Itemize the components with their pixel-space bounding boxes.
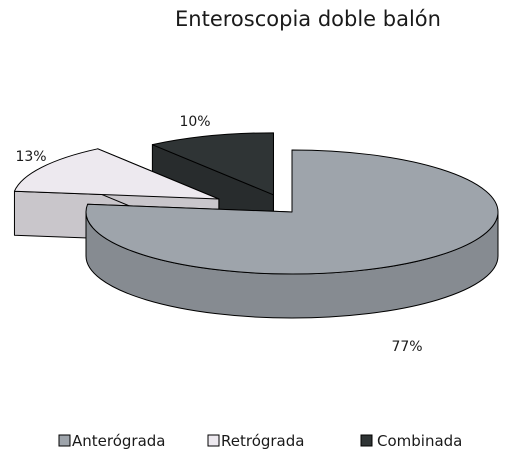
legend-swatch-combinada [360, 434, 373, 447]
pie-slice-anterograda [85, 149, 499, 319]
legend-item-anterograda: Anterógrada [58, 432, 166, 450]
legend-item-combinada: Combinada [360, 432, 462, 450]
legend-label-anterograda: Anterógrada [72, 432, 166, 450]
legend: Anterógrada Retrógrada Combinada [58, 432, 462, 450]
legend-swatch-anterograda [58, 434, 71, 447]
pie-slices [13, 132, 499, 319]
slice-label-anterograda: 77% [391, 339, 422, 355]
pie-slice-top-combinada [151, 132, 274, 196]
legend-label-combinada: Combinada [377, 432, 462, 450]
legend-item-retrograda: Retrógrada [207, 432, 304, 450]
slice-label-retrograda: 13% [15, 149, 46, 165]
legend-swatch-retrograda [207, 434, 220, 447]
pie-slice-top-anterograda [85, 149, 499, 275]
slice-label-combinada: 10% [179, 114, 210, 130]
pie-slice-top-retrograda [13, 148, 220, 200]
legend-label-retrograda: Retrógrada [221, 432, 304, 450]
chart-title: Enteroscopia doble balón [175, 7, 441, 31]
